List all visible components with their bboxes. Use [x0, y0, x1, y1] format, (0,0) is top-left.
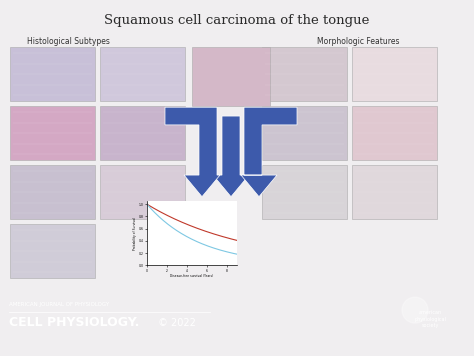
Text: AMERICAN JOURNAL OF PHYSIOLOGY: AMERICAN JOURNAL OF PHYSIOLOGY: [9, 302, 109, 307]
X-axis label: Disease-free survival (Years): Disease-free survival (Years): [170, 274, 214, 278]
Polygon shape: [213, 116, 249, 197]
Text: Morphologic Features: Morphologic Features: [317, 37, 399, 46]
FancyBboxPatch shape: [10, 47, 95, 101]
Text: Squamous cell carcinoma of the tongue: Squamous cell carcinoma of the tongue: [104, 14, 370, 27]
FancyBboxPatch shape: [262, 165, 347, 219]
FancyBboxPatch shape: [10, 106, 95, 160]
Circle shape: [402, 297, 428, 323]
Polygon shape: [241, 107, 297, 197]
Text: © 2022: © 2022: [155, 318, 196, 328]
FancyBboxPatch shape: [10, 165, 95, 219]
Polygon shape: [165, 107, 220, 197]
FancyBboxPatch shape: [100, 106, 185, 160]
FancyBboxPatch shape: [352, 165, 437, 219]
FancyBboxPatch shape: [192, 47, 270, 106]
FancyBboxPatch shape: [100, 47, 185, 101]
FancyBboxPatch shape: [10, 224, 95, 278]
Text: american
physiological
society: american physiological society: [414, 310, 446, 328]
FancyBboxPatch shape: [262, 47, 347, 101]
Text: Histological Subtypes: Histological Subtypes: [27, 37, 109, 46]
FancyBboxPatch shape: [352, 47, 437, 101]
FancyBboxPatch shape: [100, 165, 185, 219]
Y-axis label: Probability of Survival: Probability of Survival: [133, 217, 137, 250]
FancyBboxPatch shape: [352, 106, 437, 160]
Text: CELL PHYSIOLOGY.: CELL PHYSIOLOGY.: [9, 316, 139, 329]
FancyBboxPatch shape: [262, 106, 347, 160]
